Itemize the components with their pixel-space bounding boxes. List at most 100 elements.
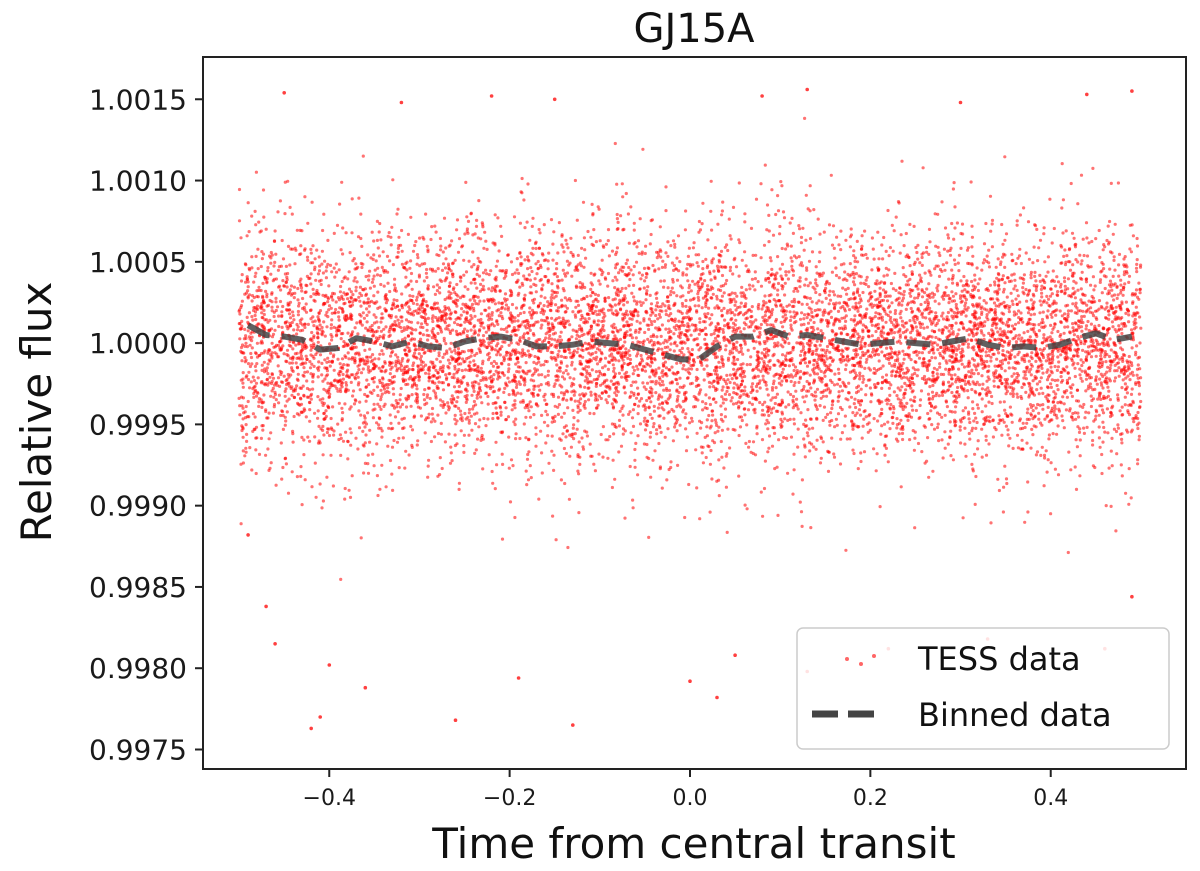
data-point — [561, 432, 565, 436]
data-point — [444, 373, 448, 377]
data-point — [432, 285, 436, 289]
data-point — [260, 250, 264, 254]
data-point — [853, 283, 857, 287]
data-point — [617, 371, 622, 375]
data-point — [436, 267, 440, 271]
data-point — [243, 327, 247, 331]
data-point — [784, 247, 788, 251]
data-point — [478, 418, 482, 422]
data-point — [943, 430, 947, 434]
data-point — [568, 454, 572, 458]
data-point — [563, 304, 568, 308]
data-point — [337, 318, 341, 322]
data-point — [937, 274, 942, 278]
data-point — [630, 291, 634, 295]
data-point — [396, 207, 400, 211]
data-point — [964, 314, 968, 318]
data-point — [267, 328, 271, 333]
data-point — [629, 383, 633, 388]
data-point — [756, 335, 760, 339]
data-point — [585, 434, 590, 438]
data-point — [249, 380, 253, 384]
data-point — [1110, 288, 1114, 292]
data-point — [741, 313, 746, 317]
data-point — [938, 365, 942, 369]
data-point — [469, 281, 473, 285]
data-point — [551, 351, 555, 355]
data-point — [1007, 310, 1012, 314]
data-point — [411, 294, 415, 298]
data-point — [576, 303, 581, 307]
data-point — [850, 419, 854, 423]
data-point — [449, 341, 453, 345]
data-point — [976, 282, 980, 286]
data-point — [491, 416, 495, 421]
data-point — [1053, 407, 1057, 411]
data-point — [472, 399, 476, 404]
data-point — [1110, 294, 1114, 298]
data-point — [776, 513, 780, 518]
data-point — [580, 436, 584, 440]
data-point — [366, 411, 370, 415]
data-point — [1095, 382, 1099, 386]
data-point — [881, 364, 885, 368]
data-point — [1086, 264, 1090, 268]
data-point — [1010, 273, 1014, 277]
data-point — [336, 325, 341, 329]
data-point — [884, 249, 888, 253]
data-point — [1086, 345, 1091, 349]
data-point — [592, 228, 596, 232]
data-point — [1029, 313, 1033, 317]
data-point — [855, 411, 859, 415]
data-point — [1024, 251, 1028, 255]
data-point — [808, 417, 813, 421]
data-point — [545, 315, 549, 320]
data-point — [1007, 444, 1011, 448]
data-point — [815, 407, 819, 411]
data-point — [708, 462, 713, 466]
data-point — [340, 357, 345, 361]
data-point — [465, 329, 470, 333]
data-point — [639, 277, 643, 281]
data-point — [379, 369, 383, 373]
data-point — [818, 250, 822, 254]
data-point — [915, 374, 919, 378]
data-point — [270, 379, 274, 383]
data-point — [1135, 373, 1139, 377]
data-point — [384, 325, 388, 329]
data-point — [963, 304, 967, 308]
data-point — [740, 418, 744, 423]
data-point — [902, 289, 906, 294]
data-point — [837, 371, 841, 375]
data-point — [984, 453, 989, 457]
data-point — [682, 363, 686, 367]
data-point — [281, 465, 285, 470]
data-point — [390, 472, 394, 476]
data-point — [657, 312, 662, 317]
data-point — [372, 380, 376, 384]
data-point — [793, 365, 798, 369]
data-point — [715, 294, 719, 298]
data-point — [578, 401, 582, 405]
data-point — [867, 355, 871, 359]
data-point — [1049, 512, 1053, 516]
data-point — [288, 263, 292, 267]
data-point — [858, 319, 863, 323]
data-point — [747, 325, 751, 329]
data-point — [243, 360, 247, 364]
data-point — [1103, 430, 1107, 434]
data-point — [957, 328, 961, 332]
data-point — [1108, 398, 1112, 402]
data-point — [624, 347, 628, 351]
data-point — [863, 229, 867, 233]
data-point — [959, 310, 963, 314]
data-point — [920, 255, 924, 260]
data-point — [857, 408, 862, 412]
data-point — [513, 271, 517, 275]
data-point — [507, 466, 511, 470]
data-point — [308, 308, 313, 313]
data-point — [889, 383, 893, 387]
data-point — [595, 323, 599, 327]
data-point — [1071, 326, 1075, 330]
data-point — [686, 262, 690, 266]
